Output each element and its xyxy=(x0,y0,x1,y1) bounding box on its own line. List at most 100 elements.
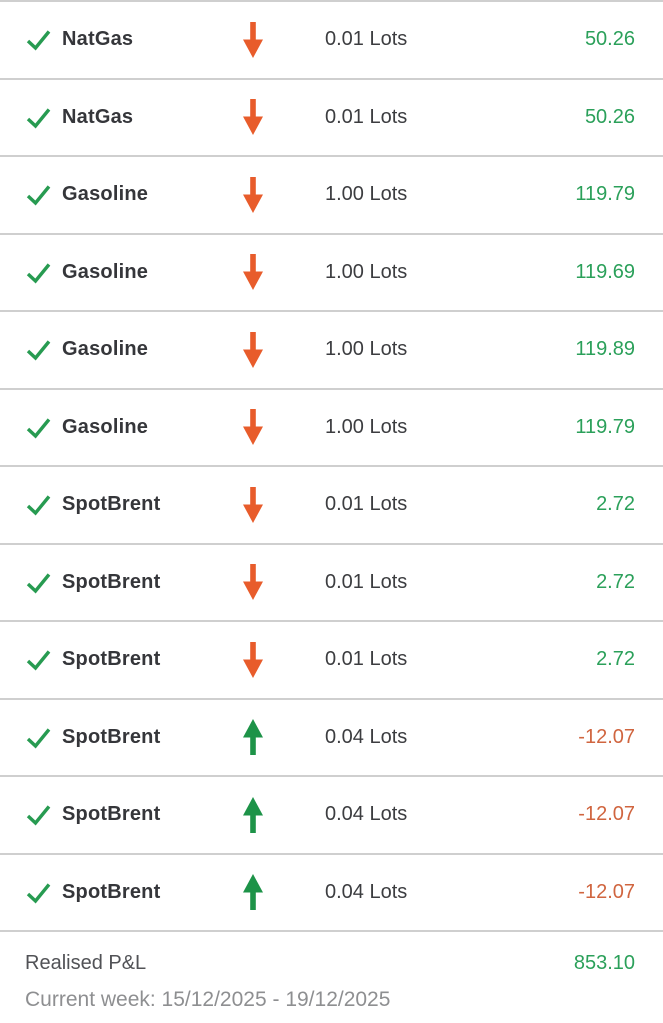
pl-value: 50.26 xyxy=(584,105,635,128)
lots-cell: 1.00 Lots xyxy=(271,338,575,361)
lots-label: 1.00 Lots xyxy=(325,415,408,438)
check-icon xyxy=(26,728,51,749)
lots-cell: 0.01 Lots xyxy=(271,493,596,516)
lots-label: 0.01 Lots xyxy=(325,570,408,593)
trade-row[interactable]: NatGas 0.01 Lots 50.26 xyxy=(0,0,663,78)
arrow-down-icon xyxy=(243,99,263,136)
instrument-label: SpotBrent xyxy=(62,570,161,593)
arrow-down-icon xyxy=(243,409,263,446)
lots-label: 1.00 Lots xyxy=(325,183,408,206)
trade-row[interactable]: NatGas 0.01 Lots 50.26 xyxy=(0,77,663,155)
instrument-label: NatGas xyxy=(62,28,134,51)
check-icon xyxy=(26,340,51,361)
check-icon xyxy=(26,263,51,284)
arrow-down-icon xyxy=(243,254,263,291)
instrument-label: SpotBrent xyxy=(62,493,161,516)
check-icon xyxy=(26,418,51,439)
pl-value: 2.72 xyxy=(596,493,635,516)
lots-label: 1.00 Lots xyxy=(325,260,408,283)
lots-label: 0.01 Lots xyxy=(325,105,408,128)
pl-value: 119.79 xyxy=(575,415,635,438)
arrow-down-icon xyxy=(243,641,263,678)
lots-cell: 1.00 Lots xyxy=(271,261,575,284)
lots-label: 0.04 Lots xyxy=(325,803,408,826)
check-icon xyxy=(26,185,51,206)
check-icon xyxy=(26,650,51,671)
trade-row[interactable]: Gasoline 1.00 Lots 119.79 xyxy=(0,155,663,233)
check-icon xyxy=(26,805,51,826)
realised-pl-label: Realised P&L xyxy=(25,952,147,974)
check-icon xyxy=(26,30,51,51)
direction-cell xyxy=(235,254,271,291)
lots-label: 0.04 Lots xyxy=(325,880,408,903)
lots-cell: 0.01 Lots xyxy=(271,106,585,129)
trades-list: NatGas 0.01 Lots 50.26 NatGas xyxy=(0,0,663,930)
lots-cell: 0.01 Lots xyxy=(271,28,585,51)
instrument-label: NatGas xyxy=(62,105,134,128)
check-icon xyxy=(26,883,51,904)
direction-cell xyxy=(235,176,271,213)
trade-row[interactable]: SpotBrent 0.01 Lots 2.72 xyxy=(0,465,663,543)
trade-row[interactable]: Gasoline 1.00 Lots 119.79 xyxy=(0,387,663,465)
direction-cell xyxy=(235,719,271,756)
instrument-label: Gasoline xyxy=(62,338,149,361)
instrument-cell: Gasoline xyxy=(25,259,235,286)
trade-row[interactable]: SpotBrent 0.01 Lots 2.72 xyxy=(0,542,663,620)
lots-cell: 1.00 Lots xyxy=(271,183,575,206)
trade-row[interactable]: SpotBrent 0.04 Lots -12.07 xyxy=(0,852,663,930)
arrow-up-icon xyxy=(243,719,263,756)
check-icon xyxy=(26,573,51,594)
pl-value: 119.69 xyxy=(575,260,635,283)
trade-row[interactable]: SpotBrent 0.01 Lots 2.72 xyxy=(0,620,663,698)
direction-cell xyxy=(235,874,271,911)
lots-cell: 0.04 Lots xyxy=(271,726,578,749)
lots-cell: 0.01 Lots xyxy=(271,571,596,594)
instrument-cell: NatGas xyxy=(25,104,235,131)
lots-cell: 0.04 Lots xyxy=(271,881,578,904)
lots-cell: 0.04 Lots xyxy=(271,803,578,826)
arrow-down-icon xyxy=(243,331,263,368)
instrument-cell: Gasoline xyxy=(25,181,235,208)
direction-cell xyxy=(235,796,271,833)
instrument-label: SpotBrent xyxy=(62,880,161,903)
trade-row[interactable]: Gasoline 1.00 Lots 119.89 xyxy=(0,310,663,388)
pl-value: 50.26 xyxy=(584,28,635,51)
lots-label: 0.01 Lots xyxy=(325,28,408,51)
trade-row[interactable]: SpotBrent 0.04 Lots -12.07 xyxy=(0,775,663,853)
instrument-label: SpotBrent xyxy=(62,648,161,671)
arrow-down-icon xyxy=(243,486,263,523)
pl-value: -12.07 xyxy=(578,803,635,826)
instrument-cell: Gasoline xyxy=(25,414,235,441)
instrument-cell: NatGas xyxy=(25,26,235,53)
instrument-cell: SpotBrent xyxy=(25,879,235,906)
instrument-cell: SpotBrent xyxy=(25,491,235,518)
lots-label: 0.01 Lots xyxy=(325,493,408,516)
direction-cell xyxy=(235,21,271,58)
pl-value: 119.89 xyxy=(575,338,635,361)
realised-pl-footer: Realised P&L 853.10 Current week: 15/12/… xyxy=(0,930,663,1012)
lots-cell: 1.00 Lots xyxy=(271,416,575,439)
pl-value: -12.07 xyxy=(578,725,635,748)
instrument-label: SpotBrent xyxy=(62,803,161,826)
pl-value: -12.07 xyxy=(578,880,635,903)
instrument-cell: Gasoline xyxy=(25,336,235,363)
arrow-down-icon xyxy=(243,176,263,213)
instrument-cell: SpotBrent xyxy=(25,724,235,751)
instrument-cell: SpotBrent xyxy=(25,569,235,596)
direction-cell xyxy=(235,409,271,446)
current-week-text: Current week: 15/12/2025 - 19/12/2025 xyxy=(25,988,391,1011)
pl-value: 119.79 xyxy=(575,183,635,206)
instrument-label: SpotBrent xyxy=(62,725,161,748)
check-icon xyxy=(26,108,51,129)
arrow-down-icon xyxy=(243,564,263,601)
trade-row[interactable]: Gasoline 1.00 Lots 119.69 xyxy=(0,232,663,310)
lots-label: 0.01 Lots xyxy=(325,648,408,671)
check-icon xyxy=(26,495,51,516)
arrow-up-icon xyxy=(243,796,263,833)
instrument-cell: SpotBrent xyxy=(25,646,235,673)
lots-label: 1.00 Lots xyxy=(325,338,408,361)
instrument-label: Gasoline xyxy=(62,260,149,283)
direction-cell xyxy=(235,99,271,136)
pl-value: 2.72 xyxy=(596,648,635,671)
trade-row[interactable]: SpotBrent 0.04 Lots -12.07 xyxy=(0,697,663,775)
